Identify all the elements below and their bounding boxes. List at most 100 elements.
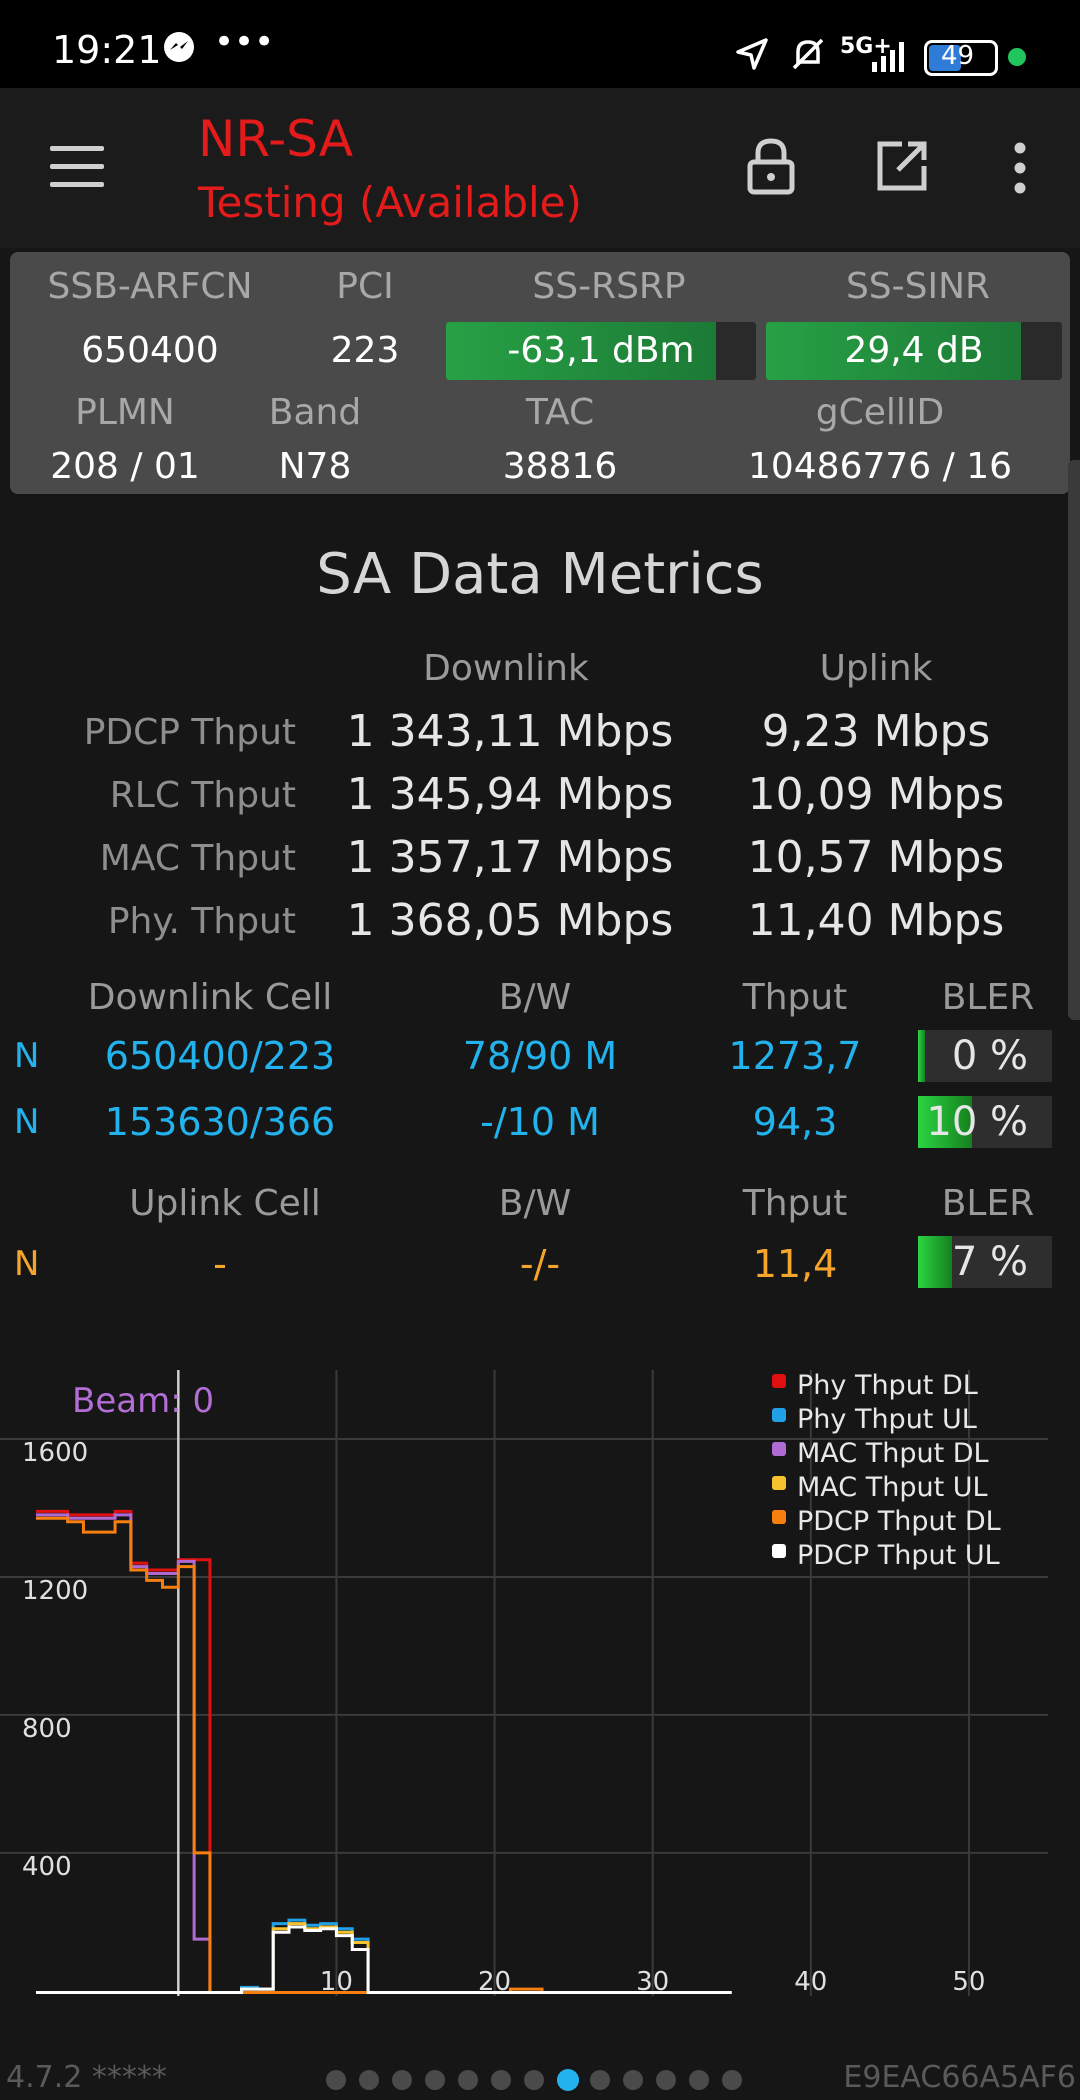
metric-ul-value: 9,23 Mbps	[761, 706, 991, 757]
page-dot[interactable]	[392, 2070, 412, 2090]
rsrp-meter: -63,1 dBm	[446, 322, 756, 380]
band-value: N78	[278, 446, 352, 487]
more-vert-icon[interactable]	[1008, 140, 1032, 196]
pci-value: 223	[330, 330, 400, 371]
legend-swatch	[772, 1476, 786, 1490]
header-dl-bw: B/W	[498, 977, 572, 1018]
metric-label: RLC Thput	[109, 775, 296, 816]
messenger-icon	[164, 32, 194, 62]
signal-icon	[872, 42, 904, 72]
beam-annotation: Beam: 0	[72, 1381, 214, 1421]
dl-cell-bler-meter: 10 %	[918, 1096, 1052, 1148]
dl-cell-thput: 1273,7	[728, 1034, 862, 1078]
y-tick-label: 1200	[22, 1576, 88, 1606]
bler-fill	[918, 1030, 925, 1082]
lock-icon[interactable]	[746, 136, 796, 196]
header-uplink-cell: Uplink Cell	[129, 1183, 321, 1224]
gcellid-value: 10486776 / 16	[747, 446, 1013, 487]
page-dot[interactable]	[359, 2070, 379, 2090]
metric-label: MAC Thput	[99, 838, 296, 879]
metric-dl-value: 1 343,11 Mbps	[346, 706, 674, 757]
ssb-arfcn-value: 650400	[81, 330, 219, 371]
app-bar: NR-SA Testing (Available)	[0, 88, 1080, 248]
header-band: Band	[268, 392, 362, 433]
status-bar: 19:21 ••• 5G+ 49	[0, 0, 1080, 88]
header-uplink: Uplink	[819, 648, 933, 689]
dl-cell-bw: 78/90 M	[462, 1034, 618, 1078]
legend-label: PDCP Thput DL	[797, 1506, 1001, 1537]
dl-cell-thput: 94,3	[752, 1100, 838, 1144]
page-title: NR-SA	[198, 110, 354, 168]
legend-label: PDCP Thput UL	[797, 1540, 1000, 1571]
network-type: 5G+	[840, 34, 892, 59]
sinr-meter-fill	[766, 322, 1021, 380]
page-dot[interactable]	[722, 2070, 742, 2090]
dl-cell-id: 650400/223	[104, 1034, 336, 1078]
ul-cell-tech: N	[14, 1244, 40, 1284]
legend-swatch	[772, 1408, 786, 1422]
header-gcellid: gCellID	[815, 392, 945, 433]
header-dl-bler: BLER	[941, 977, 1035, 1018]
metric-label: PDCP Thput	[83, 712, 296, 753]
open-external-icon[interactable]	[874, 138, 930, 194]
ul-cell-bler-meter: 7 %	[918, 1236, 1052, 1288]
page-dot[interactable]	[689, 2070, 709, 2090]
dl-cell-bler: 0 %	[951, 1033, 1028, 1079]
header-ul-bw: B/W	[498, 1183, 572, 1224]
page-dot[interactable]	[425, 2070, 445, 2090]
status-time: 19:21	[52, 28, 162, 72]
battery-level: 49	[941, 41, 975, 71]
bler-fill	[918, 1236, 952, 1288]
metric-ul-value: 11,40 Mbps	[747, 895, 1005, 946]
battery-icon: 49	[924, 40, 998, 76]
page-dot[interactable]	[491, 2070, 511, 2090]
page-dot[interactable]	[524, 2070, 544, 2090]
metrics-title: SA Data Metrics	[316, 542, 764, 607]
metric-dl-value: 1 345,94 Mbps	[346, 769, 674, 820]
cell-info-card: SSB-ARFCN PCI SS-RSRP SS-SINR 650400 223…	[10, 252, 1070, 494]
ul-cell-thput: 11,4	[752, 1242, 838, 1286]
x-tick-label: 40	[794, 1967, 827, 1997]
location-icon	[736, 38, 768, 70]
header-ss-rsrp: SS-RSRP	[532, 266, 686, 307]
ul-cell-bw: -/-	[519, 1242, 561, 1286]
legend-label: MAC Thput DL	[797, 1438, 989, 1469]
page-dot[interactable]	[590, 2070, 610, 2090]
bler-fill	[918, 1096, 972, 1148]
ul-cell-id: -	[213, 1242, 227, 1286]
scrollbar[interactable]	[1068, 460, 1080, 1020]
series-line	[36, 1509, 226, 1995]
mute-icon	[792, 38, 824, 70]
header-downlink-cell: Downlink Cell	[87, 977, 333, 1018]
page-dot[interactable]	[656, 2070, 676, 2090]
legend-swatch	[772, 1374, 786, 1388]
page-subtitle: Testing (Available)	[198, 178, 582, 227]
rsrp-value: -63,1 dBm	[507, 330, 695, 371]
app-version: 4.7.2 *****	[6, 2060, 167, 2095]
page-dot[interactable]	[623, 2070, 643, 2090]
menu-icon[interactable]	[50, 146, 104, 188]
series-line	[36, 1922, 370, 1995]
metric-dl-value: 1 357,17 Mbps	[346, 832, 674, 883]
rsrp-meter-fill	[446, 322, 716, 380]
header-downlink: Downlink	[423, 648, 589, 689]
header-ss-sinr: SS-SINR	[845, 266, 991, 307]
camera-dot	[1008, 48, 1026, 66]
more-icon: •••	[214, 22, 275, 62]
header-ssb-arfcn: SSB-ARFCN	[47, 266, 253, 307]
metric-ul-value: 10,57 Mbps	[747, 832, 1005, 883]
legend-swatch	[772, 1510, 786, 1524]
sinr-meter: 29,4 dB	[766, 322, 1062, 380]
page-dot[interactable]	[458, 2070, 478, 2090]
y-tick-label: 1600	[22, 1438, 88, 1468]
device-id: E9EAC66A5AF6	[843, 2060, 1076, 2095]
page-dot[interactable]	[557, 2069, 579, 2091]
legend-label: Phy Thput UL	[797, 1404, 977, 1435]
page-dot[interactable]	[326, 2070, 346, 2090]
header-pci: PCI	[336, 266, 394, 307]
metric-ul-value: 10,09 Mbps	[747, 769, 1005, 820]
legend-swatch	[772, 1442, 786, 1456]
sinr-value: 29,4 dB	[844, 330, 984, 371]
header-plmn: PLMN	[75, 392, 175, 433]
